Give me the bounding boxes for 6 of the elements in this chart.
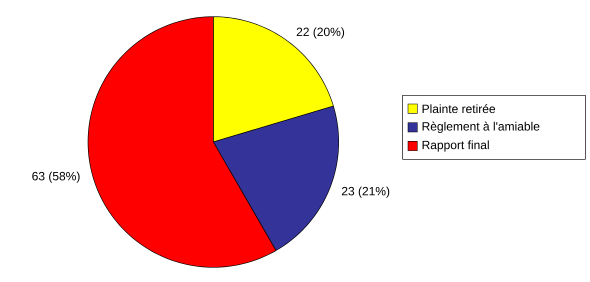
data-label: 23 (21%)	[342, 186, 390, 198]
legend-label: Plainte retirée	[422, 104, 496, 114]
legend-label: Rapport final	[422, 140, 489, 152]
data-label: 22 (20%)	[296, 27, 344, 38]
legend-label: Règlement à l'amiable	[422, 122, 540, 133]
data-label: 63 (58%)	[32, 172, 80, 183]
